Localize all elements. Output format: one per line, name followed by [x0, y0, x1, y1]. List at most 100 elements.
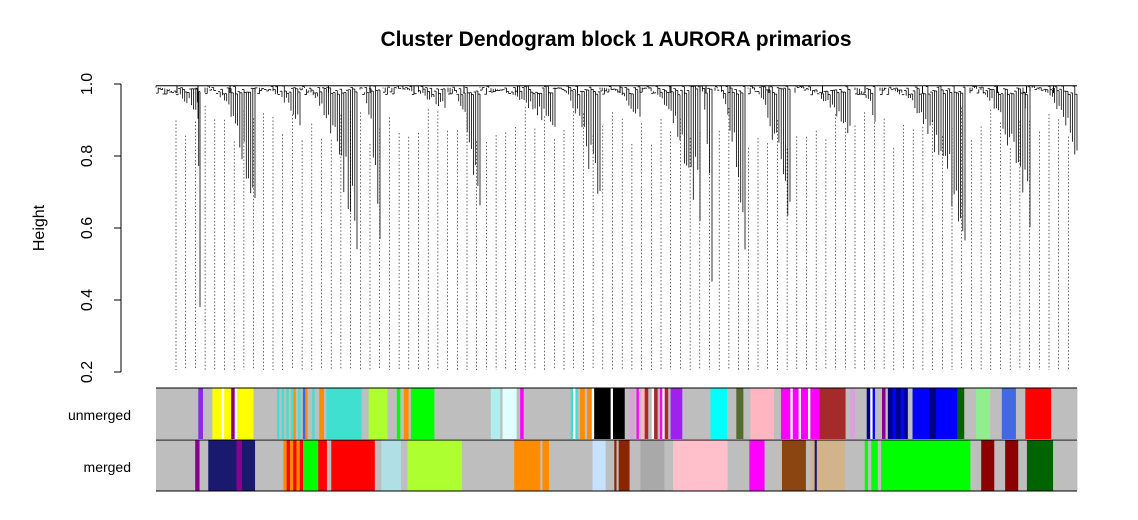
y-tick-label: 1.0	[79, 73, 96, 95]
track-segment	[866, 388, 871, 439]
track-segment	[296, 440, 301, 491]
track-segment	[654, 388, 659, 439]
track-segment	[403, 388, 409, 439]
track-segment	[726, 388, 737, 439]
track-segment	[781, 440, 807, 491]
track-segment	[274, 388, 278, 439]
track-segment	[867, 440, 872, 491]
track-segment	[286, 440, 291, 491]
track-segment	[975, 388, 991, 439]
track-segment	[710, 388, 728, 439]
track-segment	[657, 388, 661, 439]
track-segment	[1051, 388, 1078, 439]
track-segment	[736, 388, 744, 439]
track-segment	[331, 440, 376, 491]
track-segment	[253, 388, 276, 439]
track-segment	[255, 440, 284, 491]
track-segment	[668, 388, 671, 439]
track-segment	[587, 388, 593, 439]
track-segment	[577, 388, 581, 439]
track-segment	[208, 440, 237, 491]
track-segment	[634, 388, 637, 439]
track-segment	[845, 440, 866, 491]
track-segment	[749, 440, 765, 491]
track-segment	[284, 388, 287, 439]
color-track-borders	[156, 387, 1077, 492]
track-segment	[299, 440, 304, 491]
track-segment	[400, 388, 405, 439]
track-segment	[743, 388, 751, 439]
track-segment	[221, 388, 225, 439]
track-segment	[636, 388, 640, 439]
track-segment	[644, 388, 649, 439]
track-segment	[957, 388, 965, 439]
track-segment	[302, 388, 306, 439]
dendrogram-leaf-lines	[175, 105, 1069, 370]
track-segment	[584, 388, 588, 439]
track-segment	[520, 388, 525, 439]
track-segment	[594, 388, 612, 439]
track-segment	[570, 388, 574, 439]
track-segment	[202, 388, 213, 439]
track-segment	[396, 388, 401, 439]
track-segment	[407, 440, 463, 491]
track-segment	[912, 388, 930, 439]
track-segment	[293, 440, 297, 491]
track-segment	[641, 388, 646, 439]
track-segment	[874, 388, 883, 439]
track-segment	[234, 388, 238, 439]
track-segment	[670, 388, 683, 439]
track-segment	[845, 388, 851, 439]
track-segment	[1025, 388, 1052, 439]
track-segment	[293, 388, 297, 439]
track-segment	[312, 388, 315, 439]
track-segment	[298, 388, 301, 439]
track-segment	[629, 440, 641, 491]
track-segment	[326, 440, 332, 491]
y-tick-label: 0.4	[79, 289, 96, 311]
track-segment	[236, 440, 243, 491]
track-segment	[928, 388, 937, 439]
track-segment	[490, 388, 501, 439]
track-segment	[885, 388, 889, 439]
track-segment	[434, 388, 492, 439]
track-segment	[727, 440, 750, 491]
track-segment	[500, 388, 503, 439]
track-segment	[410, 388, 435, 439]
track-segment	[871, 440, 879, 491]
track-segment	[764, 440, 783, 491]
track-segment	[887, 388, 893, 439]
track-segment	[640, 440, 665, 491]
track-segment	[523, 388, 572, 439]
track-segment	[773, 388, 782, 439]
track-segment	[664, 388, 669, 439]
track-segment	[580, 388, 586, 439]
track-segment	[156, 440, 196, 491]
track-segment	[368, 388, 388, 439]
track-segment	[854, 388, 868, 439]
track-segment	[1015, 388, 1026, 439]
track-segment	[199, 440, 209, 491]
track-segment	[283, 440, 288, 491]
track-segment	[461, 440, 515, 491]
track-segment	[1053, 440, 1078, 491]
track-segment	[907, 388, 913, 439]
track-segment	[790, 388, 794, 439]
track-segment	[231, 388, 236, 439]
y-tick-label: 0.8	[79, 145, 96, 167]
track-segment	[816, 440, 846, 491]
track-segment	[326, 388, 362, 439]
track-segment	[610, 388, 614, 439]
dendrogram-branches	[155, 85, 1078, 307]
track-segment	[750, 388, 775, 439]
track-segment	[682, 388, 711, 439]
track-segment	[904, 388, 909, 439]
track-segment	[881, 388, 886, 439]
track-segment	[319, 388, 325, 439]
track-segment	[237, 388, 254, 439]
y-axis: 0.2 0.4 0.6 0.8 1.0	[79, 73, 122, 383]
track-segment	[870, 388, 873, 439]
track-segment	[408, 388, 412, 439]
track-segment	[780, 388, 791, 439]
